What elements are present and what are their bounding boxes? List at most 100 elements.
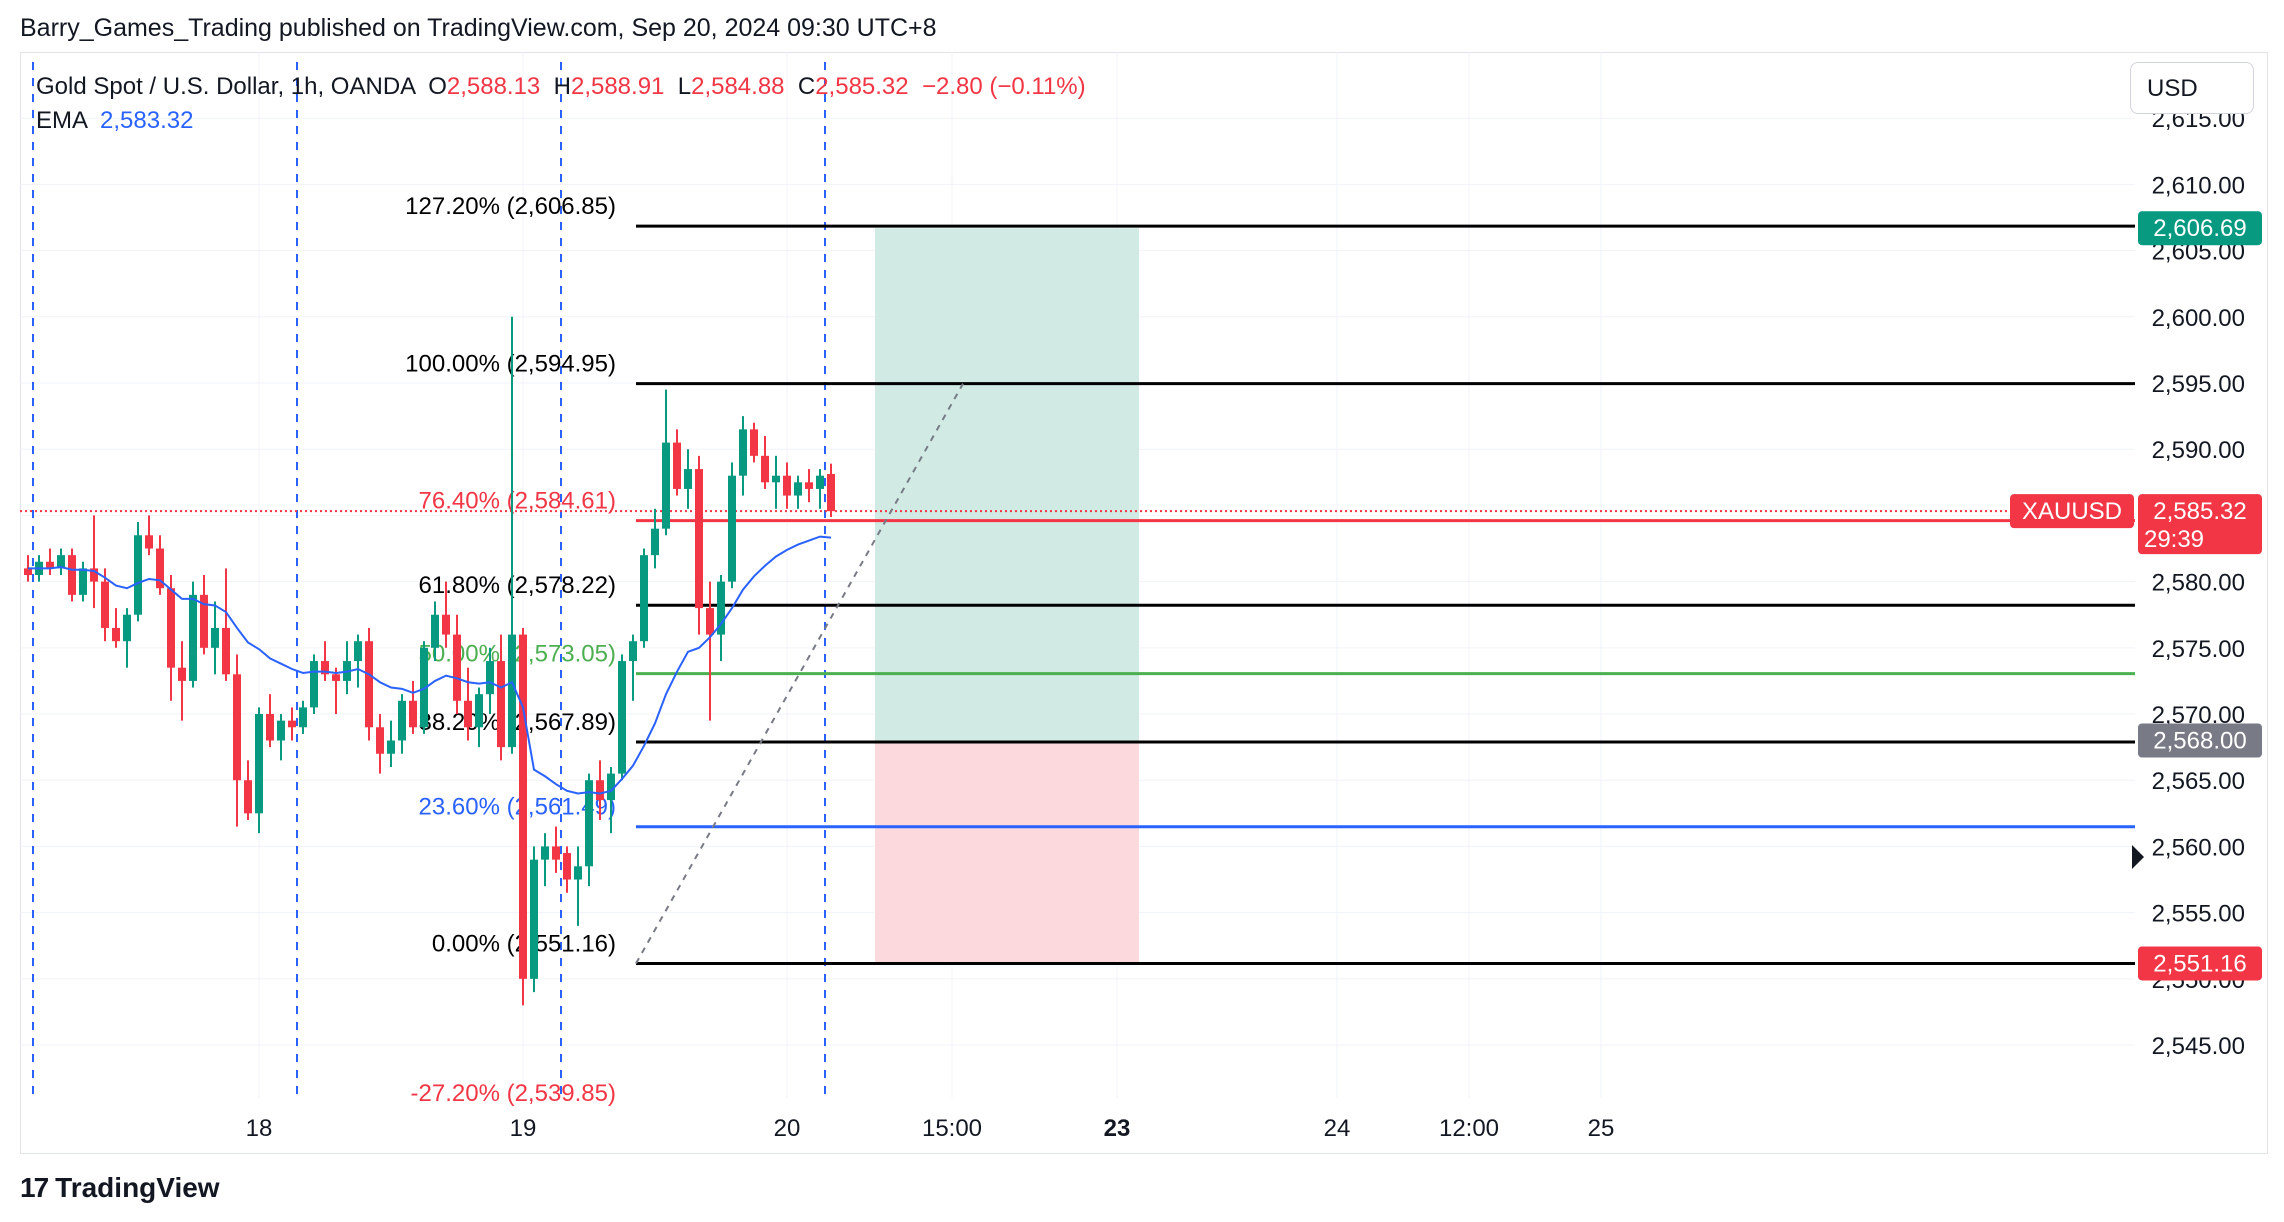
candle-body xyxy=(310,661,318,708)
candle-body xyxy=(387,740,395,754)
candle-body xyxy=(695,469,703,609)
fib-level-label: 23.60% (2,561.49) xyxy=(419,794,616,821)
price-tag xyxy=(2138,494,2262,555)
candle-body xyxy=(365,641,373,728)
price-countdown: 29:39 xyxy=(2144,526,2204,553)
candle-body xyxy=(607,773,615,801)
change-value: −2.80 (−0.11%) xyxy=(921,73,1086,100)
price-tag xyxy=(2138,723,2262,758)
candle-body xyxy=(475,694,483,728)
tradingview-brand: TradingView xyxy=(55,1172,220,1203)
candle-body xyxy=(596,780,604,801)
low-label: L xyxy=(677,73,692,100)
candle-body xyxy=(805,482,813,489)
candle-body xyxy=(816,475,824,489)
candle-body xyxy=(244,780,252,814)
publisher-line: Barry_Games_Trading published on Trading… xyxy=(20,14,937,42)
candle-body xyxy=(376,727,384,754)
tradingview-footer[interactable]: 17 TradingView xyxy=(20,1172,220,1204)
x-tick-label: 24 xyxy=(1324,1115,1351,1142)
symbol-tag-text: XAUUSD xyxy=(2022,498,2122,525)
candle-body xyxy=(453,634,461,701)
candle-body xyxy=(79,568,87,595)
fib-level-label: 100.00% (2,594.95) xyxy=(405,351,616,378)
symbol-title[interactable]: Gold Spot / U.S. Dollar, 1h, OANDA xyxy=(36,73,415,100)
candle-body xyxy=(409,700,417,728)
candle-body xyxy=(761,455,769,483)
fib-level-label: 38.20% (2,567.89) xyxy=(419,709,616,736)
price-tag-text: 2,568.00 xyxy=(2153,728,2246,755)
candle-body xyxy=(552,846,560,860)
candle-body xyxy=(90,568,98,582)
price-tag xyxy=(2138,211,2262,246)
fib-level-label: 50.00% (2,573.05) xyxy=(419,641,616,668)
candle-body xyxy=(266,714,274,741)
close-value: 2,585.32 xyxy=(815,73,909,100)
open-value: 2,588.13 xyxy=(446,73,541,100)
x-tick-label: 18 xyxy=(246,1115,273,1142)
x-tick-label: 12:00 xyxy=(1439,1115,1499,1142)
candle-body xyxy=(101,581,109,628)
candle-body xyxy=(46,561,54,569)
candle-body xyxy=(794,482,802,496)
x-tick-label: 23 xyxy=(1104,1115,1131,1142)
y-tick-label: 2,545.00 xyxy=(2152,1033,2245,1060)
candle-body xyxy=(24,568,32,575)
candle-body xyxy=(68,555,76,595)
candle-body xyxy=(519,634,527,979)
candle-body xyxy=(112,627,120,642)
close-label: C xyxy=(797,73,816,100)
candle-body xyxy=(618,661,626,774)
axis-arrow-icon xyxy=(2132,845,2144,869)
chart-legend: Gold Spot / U.S. Dollar, 1h, OANDA O2,58… xyxy=(36,70,1086,138)
fib-trendline xyxy=(635,383,964,964)
candle-body xyxy=(332,674,340,681)
price-tag-text: 2,585.32 xyxy=(2153,498,2246,525)
candle-body xyxy=(321,661,329,675)
candle-body xyxy=(464,700,472,728)
symbol-tag xyxy=(2010,494,2134,529)
x-tick-label: 20 xyxy=(774,1115,801,1142)
candle-body xyxy=(827,473,835,512)
candle-body xyxy=(772,475,780,483)
x-tick-label: 15:00 xyxy=(922,1115,982,1142)
y-tick-label: 2,575.00 xyxy=(2152,636,2245,663)
chart-frame[interactable] xyxy=(20,52,2268,1154)
candle-body xyxy=(211,627,219,648)
candle-body xyxy=(508,634,516,748)
fib-level-label: -27.20% (2,539.85) xyxy=(411,1080,616,1107)
candle-body xyxy=(255,714,263,814)
candle-body xyxy=(354,641,362,662)
candle-body xyxy=(563,853,571,880)
candle-body xyxy=(442,614,450,635)
candle-body xyxy=(497,661,505,748)
candle-body xyxy=(200,594,208,648)
y-tick-label: 2,560.00 xyxy=(2152,834,2245,861)
candle-body xyxy=(673,442,681,489)
y-tick-label: 2,595.00 xyxy=(2152,371,2245,398)
candle-body xyxy=(717,581,725,635)
stop-zone xyxy=(875,740,1139,964)
open-label: O xyxy=(428,73,447,100)
x-tick-label: 25 xyxy=(1588,1115,1615,1142)
y-tick-label: 2,610.00 xyxy=(2152,172,2245,199)
y-tick-label: 2,580.00 xyxy=(2152,570,2245,597)
candle-body xyxy=(156,548,164,589)
y-tick-label: 2,600.00 xyxy=(2152,305,2245,332)
currency-button[interactable]: USD xyxy=(2130,62,2254,114)
ema-label[interactable]: EMA xyxy=(36,107,87,134)
candle-body xyxy=(134,535,142,615)
ema-value: 2,583.32 xyxy=(100,107,194,134)
high-label: H xyxy=(553,73,571,100)
candle-body xyxy=(222,627,230,675)
candle-body xyxy=(233,674,241,781)
fib-level-label: 76.40% (2,584.61) xyxy=(419,488,616,515)
candle-body xyxy=(585,780,593,867)
candle-body xyxy=(750,429,758,456)
candle-body xyxy=(706,608,714,635)
candle-body xyxy=(640,555,648,642)
candle-body xyxy=(178,667,186,681)
candle-body xyxy=(662,442,670,529)
x-tick-label: 19 xyxy=(510,1115,537,1142)
